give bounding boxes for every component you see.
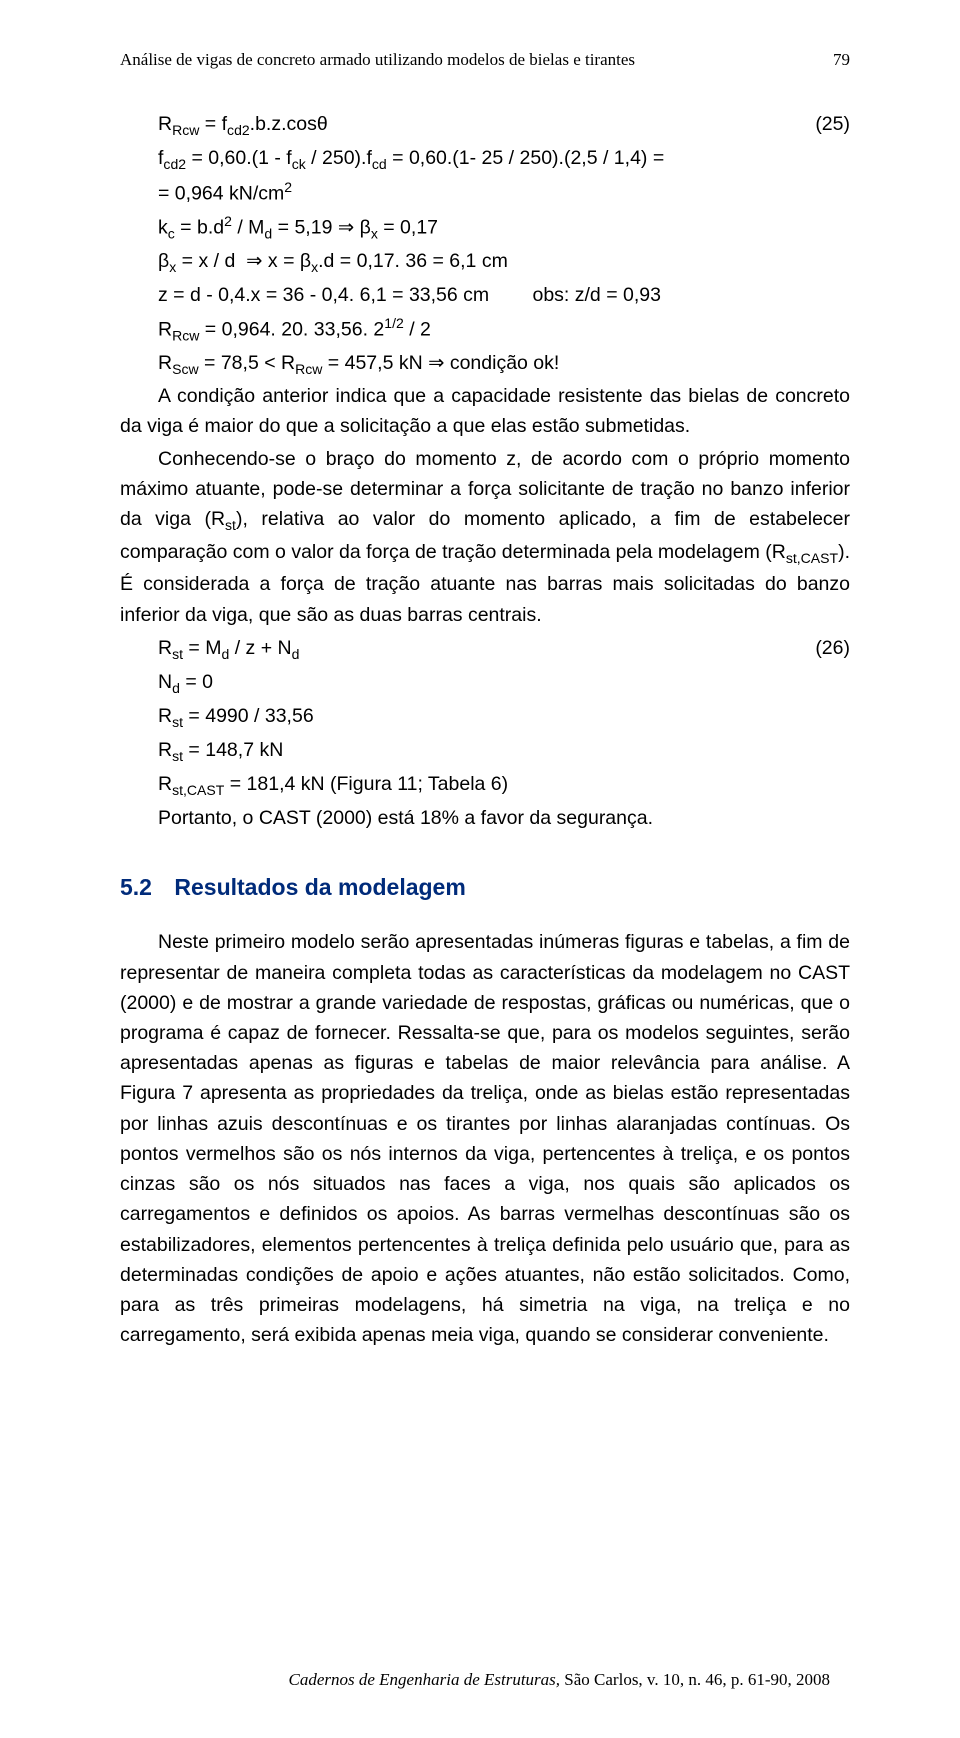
running-header: Análise de vigas de concreto armado util… — [120, 50, 850, 70]
eq-text: RScw = 78,5 < RRcw = 457,5 kN ⇒ condição… — [158, 347, 559, 381]
eq-line: Rst = 148,7 kN — [158, 734, 850, 768]
eq-text: kc = b.d2 / Md = 5,19 ⇒ βx = 0,17 — [158, 210, 438, 246]
eq-line: Rst = Md / z + Nd (26) — [158, 632, 850, 666]
eq-line: Portanto, o CAST (2000) está 18% a favor… — [158, 802, 850, 834]
eq-text: Rst,CAST = 181,4 kN (Figura 11; Tabela 6… — [158, 768, 508, 802]
eq-text: Portanto, o CAST (2000) está 18% a favor… — [158, 802, 653, 834]
eq-line: Rst = 4990 / 33,56 — [158, 700, 850, 734]
eq-line: Nd = 0 — [158, 666, 850, 700]
paragraph: A condição anterior indica que a capacid… — [120, 381, 850, 441]
section-heading: 5.2 Resultados da modelagem — [120, 874, 850, 901]
eq-text: βx = x / d ⇒ x = βx.d = 0,17. 36 = 6,1 c… — [158, 245, 508, 279]
header-title: Análise de vigas de concreto armado util… — [120, 50, 635, 70]
equation-block-1: RRcw = fcd2.b.z.cosθ (25) fcd2 = 0,60.(1… — [120, 108, 850, 381]
eq-text: = 0,964 kN/cm2 — [158, 176, 292, 210]
section-title: Resultados da modelagem — [174, 874, 465, 900]
footer-rest: São Carlos, v. 10, n. 46, p. 61-90, 2008 — [560, 1670, 830, 1689]
eq-text: Rst = Md / z + Nd — [158, 632, 299, 666]
eq-line: fcd2 = 0,60.(1 - fck / 250).fcd = 0,60.(… — [158, 142, 850, 176]
footer-italic: Cadernos de Engenharia de Estruturas, — [289, 1670, 561, 1689]
section-number: 5.2 — [120, 874, 168, 901]
eq-line: RRcw = 0,964. 20. 33,56. 21/2 / 2 — [158, 312, 850, 348]
eq-line: kc = b.d2 / Md = 5,19 ⇒ βx = 0,17 — [158, 210, 850, 246]
paragraph: Neste primeiro modelo serão apresentadas… — [120, 927, 850, 1350]
eq-number: (26) — [802, 632, 850, 666]
equation-block-2: Rst = Md / z + Nd (26) Nd = 0 Rst = 4990… — [120, 632, 850, 834]
paragraph: Conhecendo-se o braço do momento z, de a… — [120, 444, 850, 630]
eq-line: RScw = 78,5 < RRcw = 457,5 kN ⇒ condição… — [158, 347, 850, 381]
eq-text: fcd2 = 0,60.(1 - fck / 250).fcd = 0,60.(… — [158, 142, 664, 176]
eq-text: RRcw = 0,964. 20. 33,56. 21/2 / 2 — [158, 312, 431, 348]
eq-text: z = d - 0,4.x = 36 - 0,4. 6,1 = 33,56 cm… — [158, 279, 661, 311]
eq-line: βx = x / d ⇒ x = βx.d = 0,17. 36 = 6,1 c… — [158, 245, 850, 279]
footer-citation: Cadernos de Engenharia de Estruturas, Sã… — [289, 1670, 830, 1690]
eq-line: z = d - 0,4.x = 36 - 0,4. 6,1 = 33,56 cm… — [158, 279, 850, 311]
eq-text: RRcw = fcd2.b.z.cosθ — [158, 108, 328, 142]
page-number: 79 — [833, 50, 850, 70]
eq-text: Rst = 4990 / 33,56 — [158, 700, 314, 734]
eq-line: = 0,964 kN/cm2 — [158, 176, 850, 210]
eq-text: Rst = 148,7 kN — [158, 734, 283, 768]
eq-number: (25) — [802, 108, 850, 142]
document-page: Análise de vigas de concreto armado util… — [0, 0, 960, 1738]
eq-line: Rst,CAST = 181,4 kN (Figura 11; Tabela 6… — [158, 768, 850, 802]
eq-text: Nd = 0 — [158, 666, 213, 700]
eq-line: RRcw = fcd2.b.z.cosθ (25) — [158, 108, 850, 142]
